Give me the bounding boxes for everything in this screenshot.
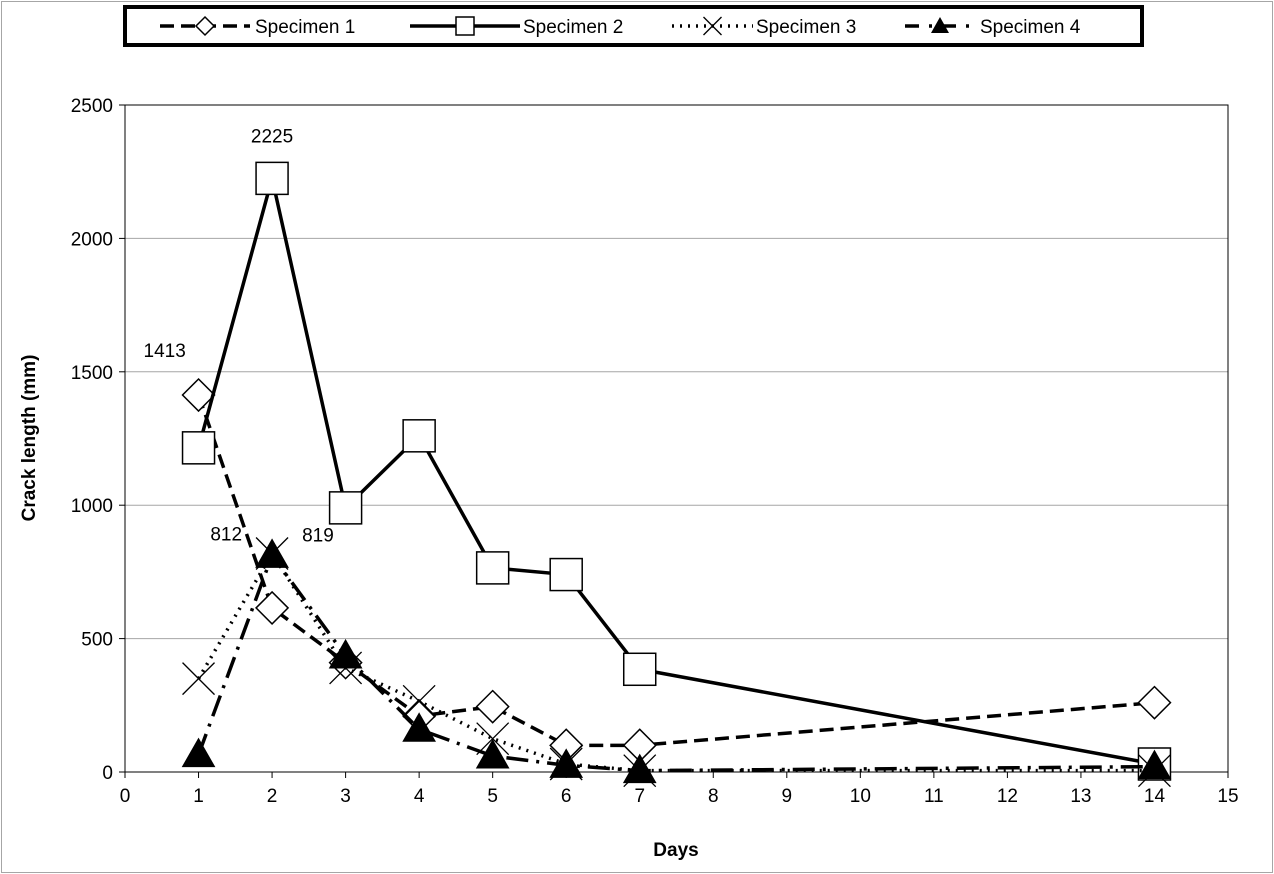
x-tick-label: 4 [414, 786, 425, 807]
marker-stroke [402, 684, 436, 718]
x-tick-label: 5 [487, 786, 498, 807]
data-point [1137, 685, 1172, 720]
data-point [255, 538, 289, 568]
y-tick-label: 1000 [71, 496, 113, 517]
x-tick-label: 10 [850, 786, 871, 807]
series-4 [181, 538, 1172, 784]
marker-stroke [182, 662, 215, 696]
x-tick-label: 14 [1144, 786, 1166, 807]
data-point [475, 689, 510, 724]
data-point [255, 161, 289, 196]
data-point [402, 684, 436, 718]
data-point [622, 753, 657, 784]
data-label: 812 [210, 524, 242, 545]
x-tick-label: 3 [340, 786, 351, 807]
x-tick-label: 6 [561, 786, 572, 807]
legend-label: Specimen 3 [756, 17, 856, 38]
data-point [181, 431, 216, 465]
y-tick-label: 2500 [71, 96, 113, 117]
legend-marker [455, 16, 475, 36]
y-tick-label: 500 [81, 630, 113, 651]
legend-box [123, 5, 1144, 47]
x-tick-label: 8 [708, 786, 719, 807]
series-group [181, 161, 1172, 788]
y-tick-label: 0 [102, 763, 113, 784]
data-point [475, 738, 510, 769]
data-point [549, 748, 584, 778]
legend-marker [931, 17, 949, 33]
data-point [402, 712, 436, 742]
x-tick-label: 2 [267, 786, 278, 807]
data-labels: 1413 2225 812 819 [144, 126, 334, 546]
x-tick-label: 13 [1070, 786, 1091, 807]
legend-item-3: Specimen 3 [672, 16, 856, 38]
legend-marker [703, 16, 722, 36]
y-tick-label: 1500 [71, 363, 113, 384]
data-point [181, 377, 216, 413]
series-2 [181, 161, 1172, 781]
legend-label: Specimen 1 [255, 17, 355, 38]
y-tick-label: 2000 [71, 229, 113, 250]
data-point [549, 557, 583, 592]
legend-label: Specimen 2 [523, 17, 623, 38]
legend-marker [194, 15, 216, 37]
data-point [181, 737, 216, 768]
data-point [255, 590, 290, 625]
legend-item-4: Specimen 4 [905, 17, 1081, 38]
data-point [1137, 749, 1172, 780]
legend-item-1: Specimen 1 [160, 15, 355, 38]
data-label: 1413 [144, 341, 186, 362]
x-tick-label: 9 [782, 786, 793, 807]
x-tick-label: 7 [634, 786, 645, 807]
data-point [328, 491, 363, 525]
y-axis-title: Crack length (mm) [19, 355, 40, 522]
data-point [182, 662, 215, 696]
data-point [475, 551, 510, 585]
x-tick-label: 11 [924, 786, 944, 807]
x-tick-label: 0 [120, 786, 131, 807]
data-point [402, 419, 436, 453]
x-axis-title: Days [653, 840, 698, 861]
legend-item-2: Specimen 2 [410, 16, 623, 38]
data-point [622, 652, 657, 687]
x-tick-label: 1 [193, 786, 204, 807]
x-tick-label: 12 [997, 786, 1018, 807]
x-tick-label: 15 [1217, 786, 1238, 807]
data-point [328, 638, 363, 669]
data-point [476, 722, 510, 756]
data-label: 819 [302, 525, 334, 546]
series-line [196, 394, 1155, 748]
legend: Specimen 1 Specimen 2 Specimen 3 Specimen 4 [123, 5, 1144, 47]
marker-stroke [476, 722, 510, 756]
gridlines [125, 237, 1228, 640]
legend-label: Specimen 4 [980, 17, 1081, 38]
data-label: 2225 [251, 126, 293, 147]
